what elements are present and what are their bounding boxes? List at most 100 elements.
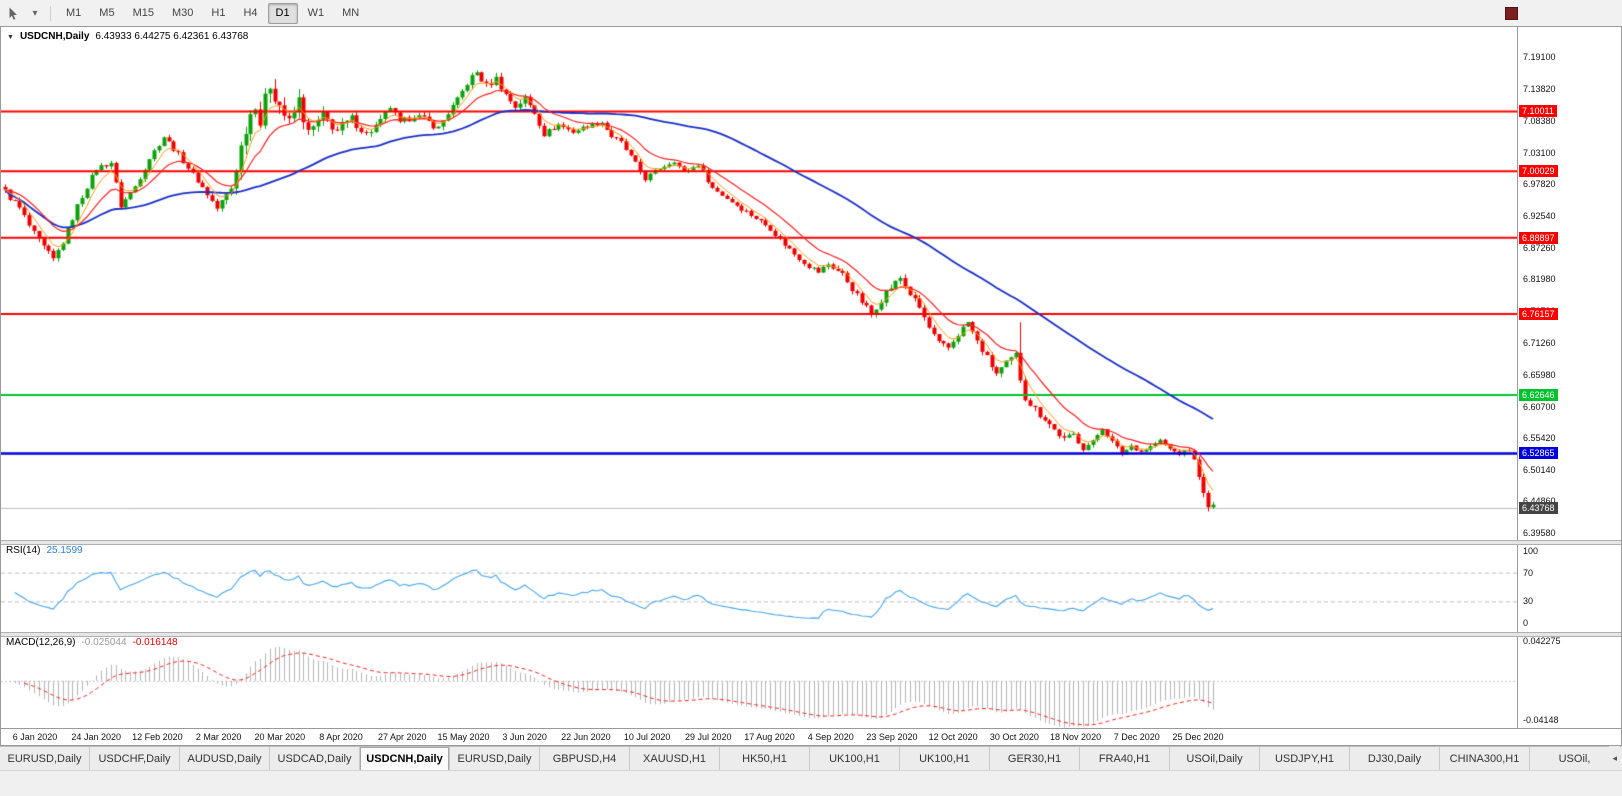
- chart-tab-dj30-daily[interactable]: DJ30,Daily: [1350, 747, 1440, 771]
- date-tick-4-sep-2020: 4 Sep 2020: [807, 732, 854, 742]
- date-tick-12-oct-2020: 12 Oct 2020: [928, 732, 978, 742]
- rsi-tick-0: 0: [1523, 618, 1529, 628]
- rsi-label: RSI(14): [6, 545, 41, 556]
- rsi-title-row: RSI(14) 25.1599: [6, 545, 83, 556]
- level-badge-6.52865: 6.52865: [1519, 447, 1558, 460]
- pane-divider-macd[interactable]: [1, 632, 1621, 637]
- timeframe-button-h1[interactable]: H1: [211, 6, 226, 19]
- price-tick-6.92540: 6.92540: [1523, 210, 1556, 221]
- date-tick-15-may-2020: 15 May 2020: [437, 732, 490, 742]
- top-toolbar: ▾ M1 M5 M15 M30 H1 H4 D1 W1 MN: [0, 0, 1622, 27]
- timeframe-button-m5[interactable]: M5: [99, 6, 115, 19]
- date-tick-10-jul-2020: 10 Jul 2020: [623, 732, 671, 742]
- chart-tab-eurusd-daily[interactable]: EURUSD,Daily: [0, 747, 90, 771]
- chart-title-row: ▼ USDCNH,Daily 6.43933 6.44275 6.42361 6…: [7, 31, 248, 42]
- macd-label: MACD(12,26,9): [6, 637, 76, 648]
- chart-tab-hk50-h1[interactable]: HK50,H1: [720, 747, 810, 771]
- macd-main-value: -0.025044: [81, 637, 127, 648]
- macd-tick--0.04148: -0.04148: [1523, 715, 1559, 725]
- timeframe-button-h4[interactable]: H4: [243, 6, 258, 19]
- price-axis: 7.19100 7.13820 7.08380 7.03100 6.97820 6.925…: [1517, 27, 1621, 728]
- timeframe-button-m30[interactable]: M30: [171, 6, 194, 19]
- rsi-pane-canvas[interactable]: [1, 543, 1517, 632]
- price-tick-6.55420: 6.55420: [1523, 433, 1556, 444]
- symbol-dropdown-icon[interactable]: ▼: [7, 34, 14, 41]
- macd-title-row: MACD(12,26,9) -0.025044 -0.016148: [6, 637, 178, 648]
- chart-tab-fra40-h1[interactable]: FRA40,H1: [1080, 747, 1170, 771]
- date-tick-6-jan-2020: 6 Jan 2020: [12, 732, 58, 742]
- chart-cursor-icon[interactable]: [4, 4, 22, 22]
- dropdown-chevron-icon[interactable]: ▾: [32, 7, 38, 19]
- price-tick-6.71260: 6.71260: [1523, 338, 1556, 349]
- cursor-arrow-icon: [9, 7, 17, 20]
- chart-tab-usoil-[interactable]: USOil,: [1530, 747, 1620, 771]
- rsi-tick-100: 100: [1523, 546, 1539, 556]
- timeframe-button-d1[interactable]: D1: [267, 2, 298, 24]
- rsi-tick-70: 70: [1523, 567, 1534, 578]
- chart-tab-usoil-daily[interactable]: USOil,Daily: [1170, 747, 1260, 771]
- chart-ohlc-readout: 6.43933 6.44275 6.42361 6.43768: [95, 31, 249, 42]
- chart-tab-uk100-h1[interactable]: UK100,H1: [900, 747, 990, 771]
- chart-tab-gbpusd-h4[interactable]: GBPUSD,H4: [540, 747, 630, 771]
- tab-scroll-left-button[interactable]: ◂: [1609, 746, 1620, 770]
- price-tick-6.65980: 6.65980: [1523, 369, 1556, 380]
- level-badge-7.00029: 7.00029: [1519, 165, 1558, 178]
- date-tick-18-nov-2020: 18 Nov 2020: [1050, 732, 1102, 742]
- price-tick-6.97820: 6.97820: [1523, 179, 1556, 190]
- price-tick-6.60700: 6.60700: [1523, 401, 1556, 412]
- date-tick-3-jun-2020: 3 Jun 2020: [502, 732, 547, 742]
- chart-tab-usdcnh-daily[interactable]: USDCNH,Daily: [360, 747, 450, 771]
- chart-window: ▼ USDCNH,Daily 6.43933 6.44275 6.42361 6…: [0, 26, 1622, 746]
- chart-tab-usdjpy-h1[interactable]: USDJPY,H1: [1260, 747, 1350, 771]
- record-indicator-icon[interactable]: [1505, 7, 1518, 20]
- date-tick-23-sep-2020: 23 Sep 2020: [866, 732, 918, 742]
- date-tick-30-oct-2020: 30 Oct 2020: [989, 732, 1039, 742]
- timeframe-button-w1[interactable]: W1: [307, 6, 325, 19]
- chart-tab-uk100-h1[interactable]: UK100,H1: [810, 747, 900, 771]
- chart-tab-ger30-h1[interactable]: GER30,H1: [990, 747, 1080, 771]
- status-bar: [0, 770, 1622, 796]
- timeframe-button-mn[interactable]: MN: [342, 6, 360, 19]
- chart-symbol-label: USDCNH,Daily: [19, 31, 90, 42]
- timeframe-button-m1[interactable]: M1: [66, 6, 82, 19]
- date-axis: 6 Jan 2020 24 Jan 2020 12 Feb 2020 2 Mar 20…: [1, 728, 1621, 745]
- level-badge-6.76157: 6.76157: [1519, 308, 1558, 321]
- date-tick-20-mar-2020: 20 Mar 2020: [254, 732, 306, 742]
- price-tick-6.81980: 6.81980: [1523, 274, 1556, 285]
- date-tick-25-dec-2020: 25 Dec 2020: [1172, 732, 1224, 742]
- pane-divider-rsi[interactable]: [1, 540, 1621, 545]
- main-chart-canvas[interactable]: [1, 27, 1517, 540]
- rsi-tick-30: 30: [1523, 596, 1534, 607]
- chart-tab-xauusd-h1[interactable]: XAUUSD,H1: [630, 747, 720, 771]
- current-price-badge: 6.43768: [1519, 501, 1558, 514]
- price-tick-6.39580: 6.39580: [1523, 527, 1556, 538]
- timeframe-button-m15[interactable]: M15: [132, 6, 154, 19]
- chart-tab-audusd-daily[interactable]: AUDUSD,Daily: [180, 747, 270, 771]
- level-badge-7.10011: 7.10011: [1519, 105, 1557, 118]
- price-tick-6.50140: 6.50140: [1523, 464, 1556, 475]
- price-tick-7.19100: 7.19100: [1523, 51, 1556, 62]
- chart-tab-usdchf-daily[interactable]: USDCHF,Daily: [90, 747, 180, 771]
- date-tick-7-dec-2020: 7 Dec 2020: [1113, 732, 1160, 742]
- macd-tick-0.042275: 0.042275: [1523, 636, 1561, 646]
- chart-tab-eurusd-daily[interactable]: EURUSD,Daily: [450, 747, 540, 771]
- toolbar-separator: [50, 5, 51, 21]
- price-tick-6.44860: 6.44860: [1523, 496, 1556, 506]
- level-badge-6.88897: 6.88897: [1519, 231, 1558, 244]
- price-tick-7.08380: 7.08380: [1523, 116, 1556, 127]
- chart-tab-china300-h1[interactable]: CHINA300,H1: [1440, 747, 1530, 771]
- price-tick-7.03100: 7.03100: [1523, 147, 1556, 158]
- date-tick-2-mar-2020: 2 Mar 2020: [195, 732, 242, 742]
- date-tick-8-apr-2020: 8 Apr 2020: [319, 732, 363, 742]
- date-tick-27-apr-2020: 27 Apr 2020: [377, 732, 427, 742]
- date-tick-12-feb-2020: 12 Feb 2020: [132, 732, 183, 742]
- price-tick-7.13820: 7.13820: [1523, 83, 1556, 94]
- price-tick-6.87260: 6.87260: [1523, 242, 1556, 253]
- date-tick-29-jul-2020: 29 Jul 2020: [685, 732, 732, 742]
- date-tick-24-jan-2020: 24 Jan 2020: [71, 732, 121, 742]
- macd-pane-canvas[interactable]: [1, 635, 1517, 729]
- level-badge-6.62646: 6.62646: [1519, 388, 1558, 401]
- chart-tab-usdcad-daily[interactable]: USDCAD,Daily: [270, 747, 360, 771]
- timeframe-buttons: M1 M5 M15 M30 H1 H4 D1 W1 MN: [57, 2, 368, 24]
- macd-signal-value: -0.016148: [132, 637, 178, 648]
